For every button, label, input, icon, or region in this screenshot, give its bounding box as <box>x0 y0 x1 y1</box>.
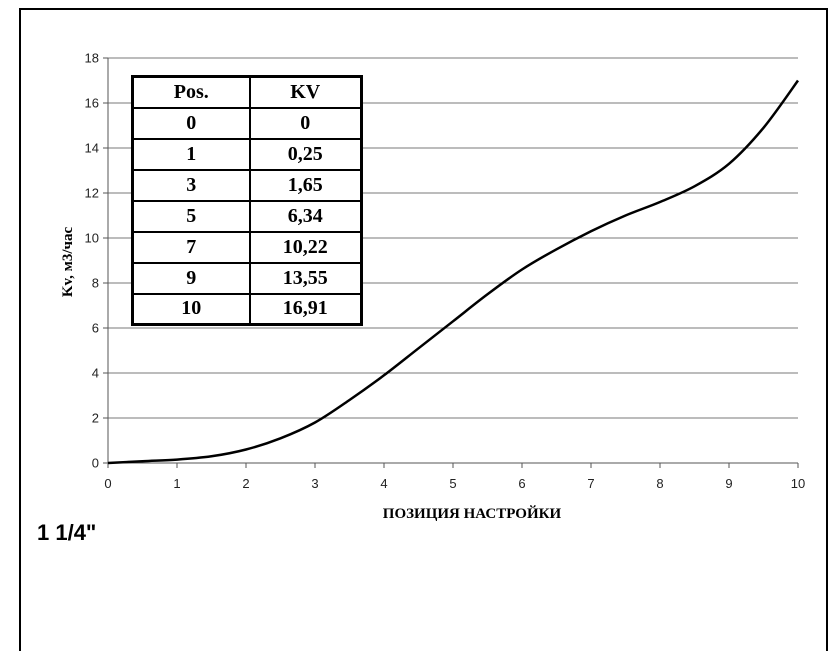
kv-cell: 0,25 <box>248 137 363 171</box>
pos-cell: 1 <box>131 137 251 171</box>
chart-frame <box>19 8 828 651</box>
pos-header: Pos. <box>131 75 251 109</box>
x-tick-labels: 0 1 2 3 4 5 6 7 8 9 10 <box>104 476 805 491</box>
table-row: 10 16,91 <box>131 292 363 326</box>
table-row: 3 1,65 <box>131 168 363 202</box>
pos-cell: 9 <box>131 261 251 295</box>
kv-cell: 6,34 <box>248 199 363 233</box>
pos-cell: 7 <box>131 230 251 264</box>
table-row: 7 10,22 <box>131 230 363 264</box>
x-tick-label: 7 <box>587 476 594 491</box>
table-row: 5 6,34 <box>131 199 363 233</box>
x-tick-label: 10 <box>791 476 805 491</box>
y-tick-labels: 0 2 4 6 8 10 12 14 16 18 <box>85 51 99 471</box>
y-tick-label: 6 <box>92 321 99 336</box>
x-tick-label: 4 <box>380 476 387 491</box>
x-tick-label: 0 <box>104 476 111 491</box>
y-axis-title: Kv, м3/час <box>60 226 76 297</box>
pos-cell: 3 <box>131 168 251 202</box>
x-tick-label: 3 <box>311 476 318 491</box>
kv-cell: 1,65 <box>248 168 363 202</box>
series-group <box>107 79 800 465</box>
kv-cell: 10,22 <box>248 230 363 264</box>
kv-cell: 0 <box>248 106 363 140</box>
x-tick-label: 8 <box>656 476 663 491</box>
x-tick-label: 6 <box>518 476 525 491</box>
table-row: 9 13,55 <box>131 261 363 295</box>
y-tick-label: 18 <box>85 51 99 66</box>
kv-header: KV <box>248 75 363 109</box>
x-tick-label: 1 <box>173 476 180 491</box>
pos-cell: 0 <box>131 106 251 140</box>
y-tick-label: 0 <box>92 456 99 471</box>
x-axis-title: ПОЗИЦИЯ НАСТРОЙКИ <box>383 505 562 522</box>
y-tick-label: 10 <box>85 231 99 246</box>
y-tick-label: 14 <box>85 141 99 156</box>
y-tick-label: 4 <box>92 366 99 381</box>
y-tick-label: 12 <box>85 186 99 201</box>
pos-cell: 5 <box>131 199 251 233</box>
axes <box>103 57 799 468</box>
kv-cell: 16,91 <box>248 292 363 326</box>
x-tick-label: 5 <box>449 476 456 491</box>
pos-cell: 10 <box>131 292 251 326</box>
pipe-size-label: 1 1/4" <box>37 520 96 545</box>
kv-cell: 13,55 <box>248 261 363 295</box>
y-tick-label: 16 <box>85 96 99 111</box>
x-tick-label: 2 <box>242 476 249 491</box>
y-tick-label: 8 <box>92 276 99 291</box>
y-tick-label: 2 <box>92 411 99 426</box>
table-row: 1 0,25 <box>131 137 363 171</box>
table-header-row: Pos. KV <box>131 75 363 109</box>
x-tick-label: 9 <box>725 476 732 491</box>
series-line <box>107 79 800 465</box>
